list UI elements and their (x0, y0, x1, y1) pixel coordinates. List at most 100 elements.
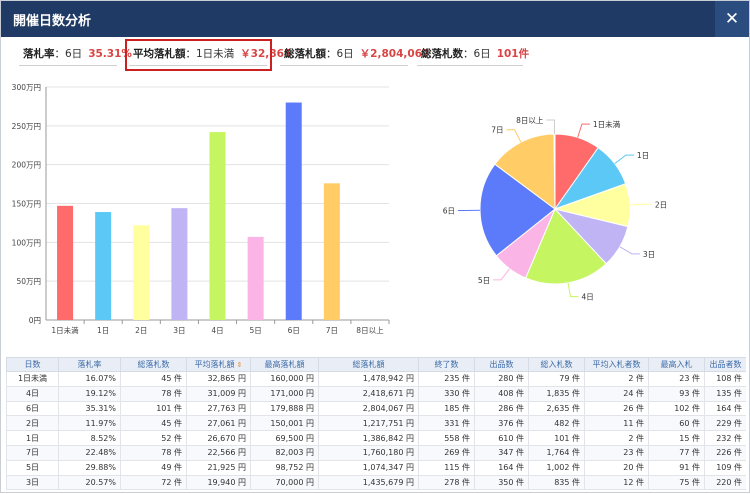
column-header[interactable]: 終了数 (419, 358, 475, 372)
bar (286, 103, 302, 320)
table-cell: 12 件 (585, 475, 649, 490)
table-cell: 79 件 (529, 372, 585, 387)
column-header-label: 平均入札者数 (593, 360, 641, 369)
table-cell: 347 件 (475, 445, 529, 460)
column-header-label: 最高入札 (661, 360, 693, 369)
table-cell: 2,804,067 円 (319, 401, 419, 416)
x-tick-label: 4日 (211, 326, 223, 335)
column-header[interactable]: 日数 (7, 358, 59, 372)
table-cell: 115 件 (419, 460, 475, 475)
table-header-row: 日数落札率総落札数平均落札額⇕最高落札額総落札額終了数出品数総入札数平均入札者数… (7, 358, 747, 372)
column-header-label: 総落札額 (353, 360, 385, 369)
close-button[interactable]: ✕ (715, 1, 749, 37)
table-cell: 22,566 円 (187, 445, 251, 460)
column-header-label: 日数 (25, 360, 41, 369)
sort-icon[interactable]: ⇕ (237, 361, 243, 369)
table-cell: 20 件 (585, 460, 649, 475)
y-tick-label: 200万円 (12, 161, 41, 170)
column-header[interactable]: 出品者数 (705, 358, 747, 372)
pie-leader-line (578, 124, 590, 137)
table-cell: 101 件 (121, 401, 187, 416)
column-header-label: 出品数 (490, 360, 514, 369)
stat-label: 総落札額 (284, 48, 326, 60)
table-cell: 98,752 円 (251, 460, 319, 475)
table-cell: 19,940 円 (187, 475, 251, 490)
pie-label: 1日未満 (593, 119, 621, 129)
table-cell: 78 件 (121, 445, 187, 460)
table-cell: 52 件 (121, 431, 187, 446)
close-icon: ✕ (725, 9, 739, 29)
table-cell: 280 件 (475, 372, 529, 387)
pie-label: 2日 (655, 200, 667, 209)
table-cell: 232 件 (705, 431, 747, 446)
table-cell: 1日未満 (7, 372, 59, 387)
table-cell: 1,760,180 円 (319, 445, 419, 460)
stat-total-price: 総落札額：6日￥2,804,067 (284, 46, 429, 66)
table-cell: 23 件 (585, 445, 649, 460)
y-tick-label: 50万円 (16, 277, 41, 286)
bar (210, 132, 226, 320)
pie-label: 4日 (581, 293, 593, 302)
y-tick-label: 300万円 (12, 83, 41, 92)
column-header[interactable]: 総落札額 (319, 358, 419, 372)
column-header[interactable]: 平均入札者数 (585, 358, 649, 372)
column-header[interactable]: 総落札数 (121, 358, 187, 372)
pie-leader-line (568, 283, 578, 297)
table-cell: 26,670 円 (187, 431, 251, 446)
column-header[interactable]: 最高入札 (649, 358, 705, 372)
bar (324, 183, 340, 320)
divider (417, 65, 523, 66)
x-tick-label: 2日 (135, 326, 147, 335)
column-header[interactable]: 最高落札額 (251, 358, 319, 372)
table-cell: 22.48% (59, 445, 121, 460)
table-cell: 35.31% (59, 401, 121, 416)
table-cell: 164 件 (705, 401, 747, 416)
table-cell: 160,000 円 (251, 372, 319, 387)
table-cell: 269 件 (419, 445, 475, 460)
table-cell: 11 件 (585, 416, 649, 431)
table-cell: 2,635 件 (529, 401, 585, 416)
table-cell: 27,061 円 (187, 416, 251, 431)
column-header[interactable]: 総入札数 (529, 358, 585, 372)
pie-leader-line (615, 155, 634, 163)
table-cell: 408 件 (475, 386, 529, 401)
table-cell: 11.97% (59, 416, 121, 431)
table-cell: 75 件 (649, 475, 705, 490)
table-cell: 376 件 (475, 416, 529, 431)
column-header[interactable]: 出品数 (475, 358, 529, 372)
table-cell: 558 件 (419, 431, 475, 446)
table-cell: 482 件 (529, 416, 585, 431)
table-cell: 1,002 件 (529, 460, 585, 475)
y-tick-label: 250万円 (12, 122, 41, 131)
table-cell: 32,865 円 (187, 372, 251, 387)
x-tick-label: 7日 (326, 326, 338, 335)
table-cell: 102 件 (649, 401, 705, 416)
column-header-label: 落札率 (78, 360, 102, 369)
column-header[interactable]: 平均落札額⇕ (187, 358, 251, 372)
table-cell: 26 件 (585, 401, 649, 416)
table-cell: 7日 (7, 445, 59, 460)
table-cell: 70,000 円 (251, 475, 319, 490)
column-header[interactable]: 落札率 (59, 358, 121, 372)
table-cell: 78 件 (121, 386, 187, 401)
table-cell: 171,000 円 (251, 386, 319, 401)
table-cell: 108 件 (705, 372, 747, 387)
table-cell: 21,925 円 (187, 460, 251, 475)
table-cell: 350 件 (475, 475, 529, 490)
table-cell: 185 件 (419, 401, 475, 416)
pie-label: 6日 (443, 206, 455, 215)
table-cell: 16.07% (59, 372, 121, 387)
column-header-label: 総落札数 (138, 360, 170, 369)
column-header-label: 平均落札額 (195, 360, 235, 369)
table-cell: 278 件 (419, 475, 475, 490)
x-tick-label: 1日未満 (51, 325, 79, 335)
stat-label: 総落札数 (421, 48, 463, 60)
table-cell: 72 件 (121, 475, 187, 490)
